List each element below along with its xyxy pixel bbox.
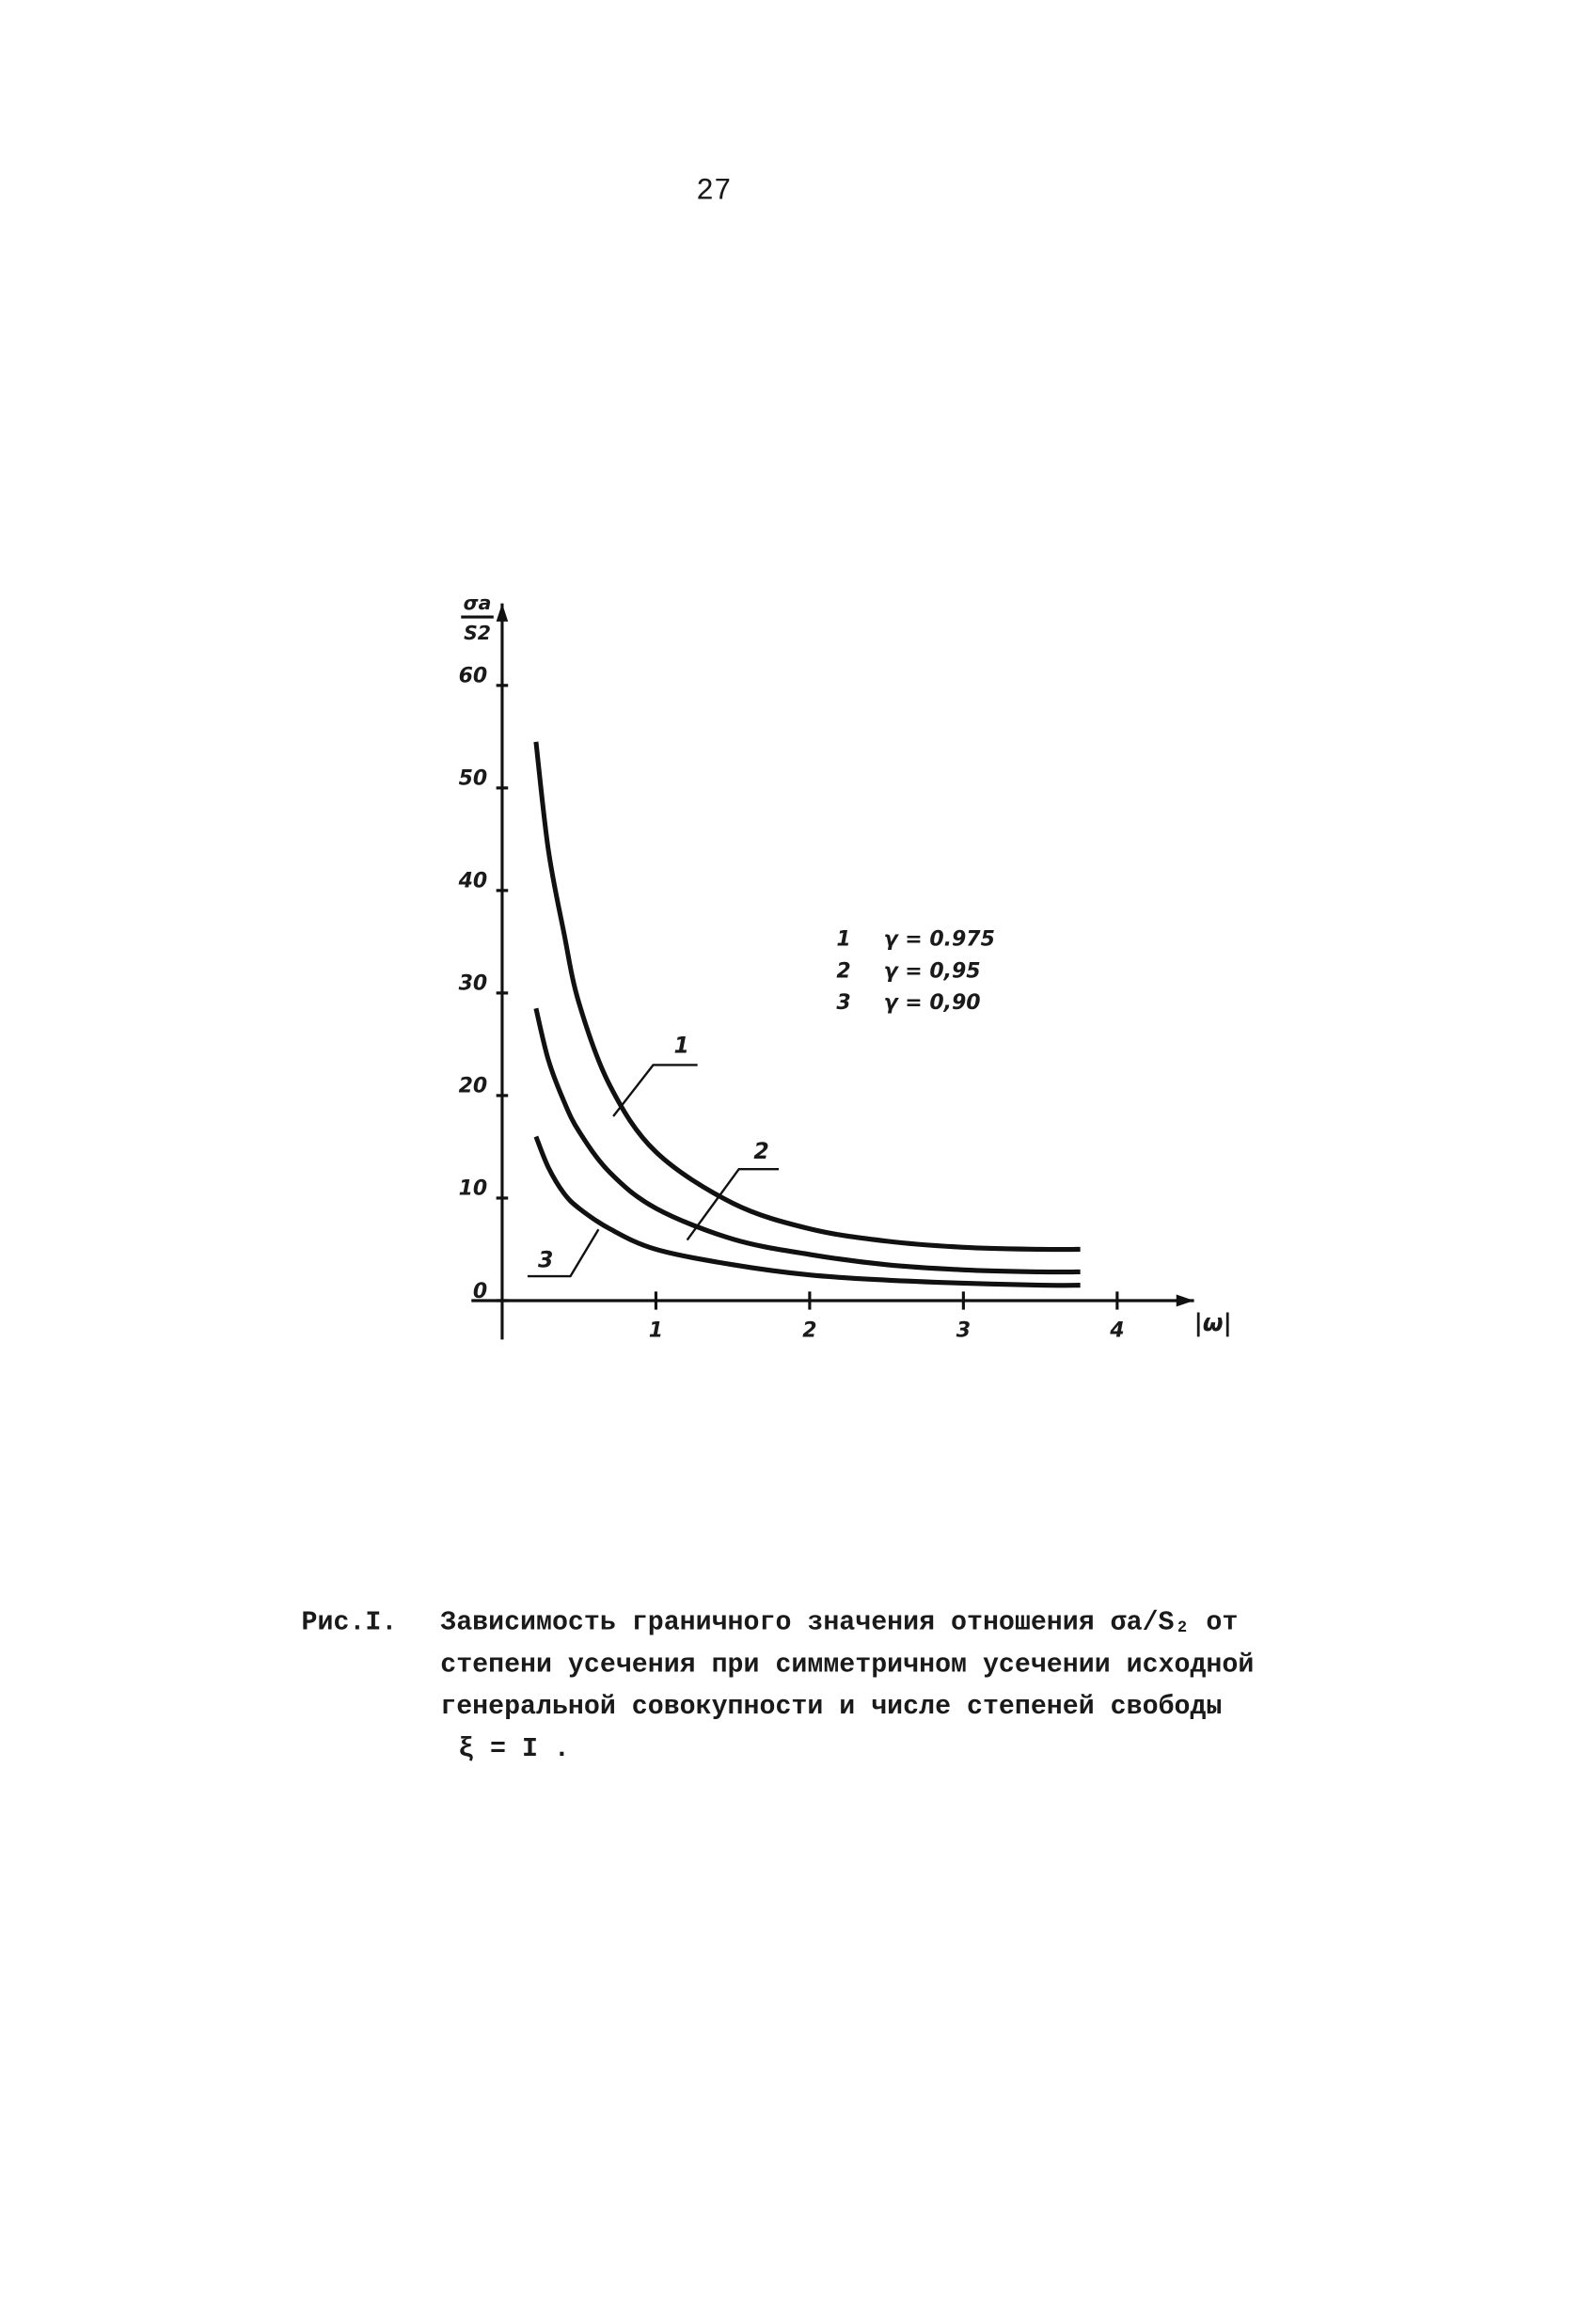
legend-number: 3 [836, 990, 850, 1015]
legend-label: γ = 0,95 [884, 958, 981, 983]
legend-label: γ = 0,90 [884, 990, 981, 1015]
legend-number: 1 [836, 927, 850, 952]
arrow [1176, 1294, 1194, 1307]
y-tick-label: 20 [459, 1074, 488, 1098]
caption-line: степени усечения при симметричном усечен… [440, 1649, 1254, 1680]
x-tick-label: 4 [1109, 1318, 1124, 1342]
caption-label: Рис.I. [302, 1606, 398, 1637]
y-tick-label: 10 [459, 1176, 488, 1201]
caption-line: генеральной совокупности и числе степене… [440, 1691, 1222, 1722]
legend-label: γ = 0.975 [884, 927, 995, 952]
leader-line [527, 1228, 600, 1278]
curve-label: 1 [674, 1032, 689, 1058]
y-axis-label: σa [464, 592, 492, 614]
page-number: 27 [696, 174, 732, 208]
y-tick-label: 60 [459, 663, 488, 687]
leader-line [686, 1167, 780, 1241]
caption-line: ξ = I . [458, 1733, 570, 1764]
x-tick-label: 2 [802, 1318, 816, 1342]
x-tick-label: 3 [956, 1318, 971, 1342]
legend: 1 γ = 0.975 2 γ = 0,95 3 γ = 0,90 [836, 927, 995, 1016]
curve [533, 1135, 1081, 1288]
curve-label: 2 [753, 1138, 768, 1164]
y-tick-label: 0 [473, 1279, 487, 1303]
curve [533, 1007, 1081, 1275]
legend-number: 2 [836, 958, 850, 983]
y-tick-label: 30 [459, 971, 488, 995]
curve [533, 741, 1081, 1253]
caption-line: Зависимость граничного значения отношени… [440, 1606, 1238, 1637]
y-axis-label: S2 [464, 622, 491, 644]
curve-label: 3 [538, 1246, 553, 1272]
x-tick-label: 1 [649, 1318, 663, 1342]
leader-line [612, 1064, 698, 1117]
caption: Зависимость граничного значения отношени… [440, 1606, 1254, 1764]
y-tick-label: 40 [458, 868, 488, 892]
arrow [496, 603, 509, 622]
x-axis-label: |ω| [1194, 1308, 1232, 1336]
y-tick-label: 50 [459, 766, 488, 790]
